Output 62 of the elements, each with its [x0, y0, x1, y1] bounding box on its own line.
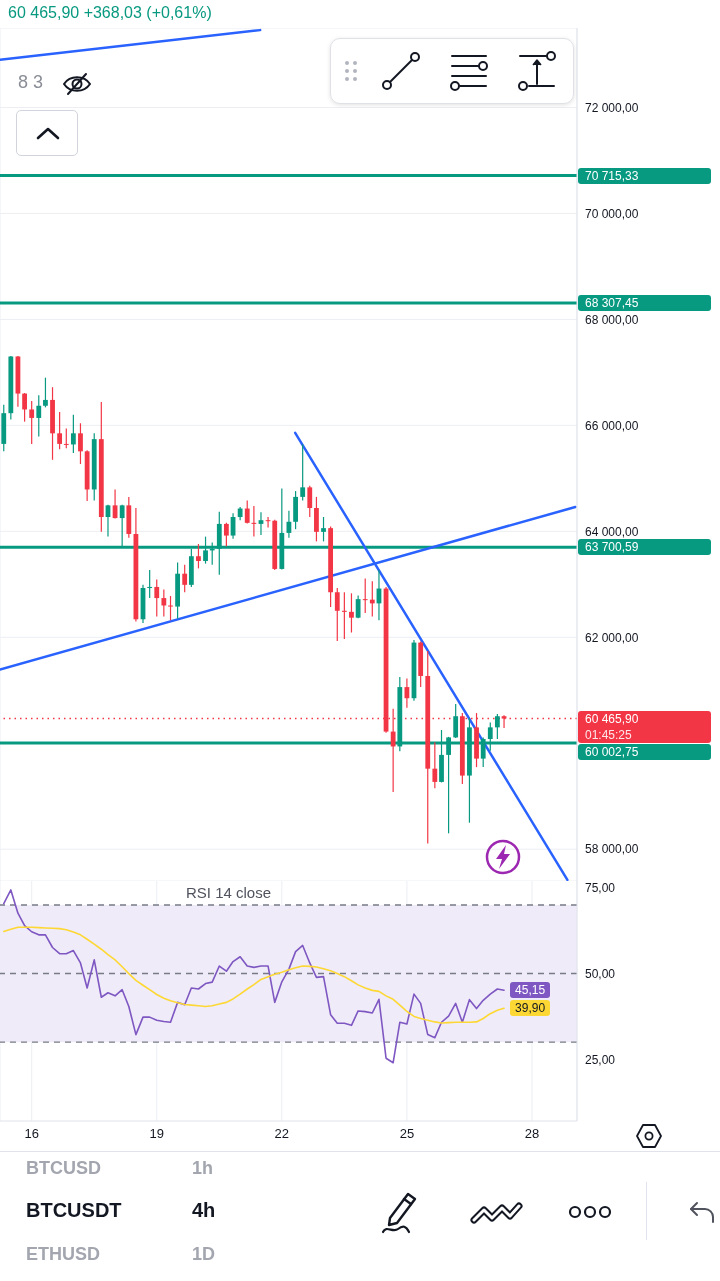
y-tick-label: 64 000,00 [585, 524, 639, 539]
candlestick [70, 414, 76, 454]
candlestick [43, 377, 48, 408]
text: ETHUSD [26, 1244, 101, 1265]
text: BTCUSDT [26, 1199, 122, 1222]
y-tick-label: 70 000,00 [585, 206, 639, 221]
y-tick-label: 72 000,00 [585, 100, 639, 115]
y-tick-label: 25,00 [585, 1052, 616, 1067]
candlestick [501, 714, 507, 729]
ref-line-label: 63 700,59 [578, 539, 711, 556]
candlestick [432, 741, 438, 789]
candlestick [223, 522, 229, 547]
y-tick-label: 50,00 [585, 966, 616, 981]
y-tick-label: 66 000,00 [585, 418, 639, 433]
candlestick [349, 592, 354, 634]
candlestick [22, 392, 27, 423]
candlestick [196, 543, 201, 570]
candlestick [341, 591, 347, 640]
candlestick [147, 569, 153, 599]
y-tick-label: 58 000,00 [585, 842, 639, 857]
ref-line-label: 60 465,90 [584, 710, 640, 727]
candlestick [29, 400, 35, 445]
candlestick [494, 713, 500, 740]
annotation: 8 3 [18, 72, 44, 93]
candlestick [362, 577, 368, 614]
y-tick-label: 68 000,00 [585, 312, 639, 327]
candlestick [161, 589, 167, 618]
text: 1D [192, 1244, 216, 1265]
candlestick [63, 427, 69, 449]
data-label: 39,90 [515, 1000, 546, 1017]
x-tick-label: 22 [274, 1126, 290, 1142]
text: BTCUSD [26, 1158, 101, 1179]
y-tick-label: 75,00 [585, 881, 616, 896]
text: 01:45:25 [584, 726, 633, 743]
candlestick [334, 587, 340, 642]
ref-line-label: 60 002,75 [578, 743, 711, 760]
text: 4h [192, 1199, 216, 1222]
candlestick [314, 496, 319, 542]
candlestick [57, 411, 63, 450]
y-tick-label: 62 000,00 [585, 630, 639, 645]
candlestick [36, 394, 42, 438]
chart-title: RSI 14 close [186, 884, 272, 901]
text: 60 465,90 +368,03 (+0,61%) [8, 4, 212, 23]
line-series [2, 889, 505, 1064]
data-label: 45,15 [515, 982, 546, 999]
ref-line-label: 70 715,33 [578, 167, 711, 184]
text: 1h [192, 1158, 214, 1179]
candlestick [300, 443, 306, 502]
ref-line-label: 68 307,45 [578, 295, 711, 312]
candlestick [154, 578, 160, 618]
candlestick [321, 516, 326, 542]
candlestick [307, 485, 313, 518]
x-tick-label: 25 [399, 1126, 415, 1142]
candlestick [78, 422, 83, 465]
candlestick [168, 595, 173, 621]
candlestick [251, 505, 257, 538]
candlestick [182, 564, 188, 593]
x-tick-label: 16 [24, 1126, 39, 1142]
x-tick-label: 28 [524, 1126, 540, 1142]
candlestick [453, 703, 459, 739]
line-series [2, 926, 505, 1024]
x-tick-label: 19 [149, 1126, 164, 1142]
